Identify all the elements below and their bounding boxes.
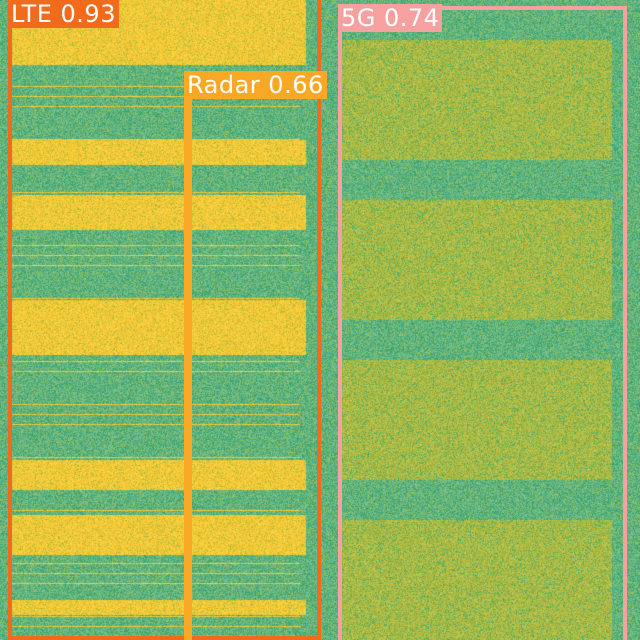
5g-detection-label: 5G 0.74 [338,4,443,32]
radar-detection-label: Radar 0.66 [184,71,327,99]
lte-detection-label: LTE 0.93 [8,0,119,28]
